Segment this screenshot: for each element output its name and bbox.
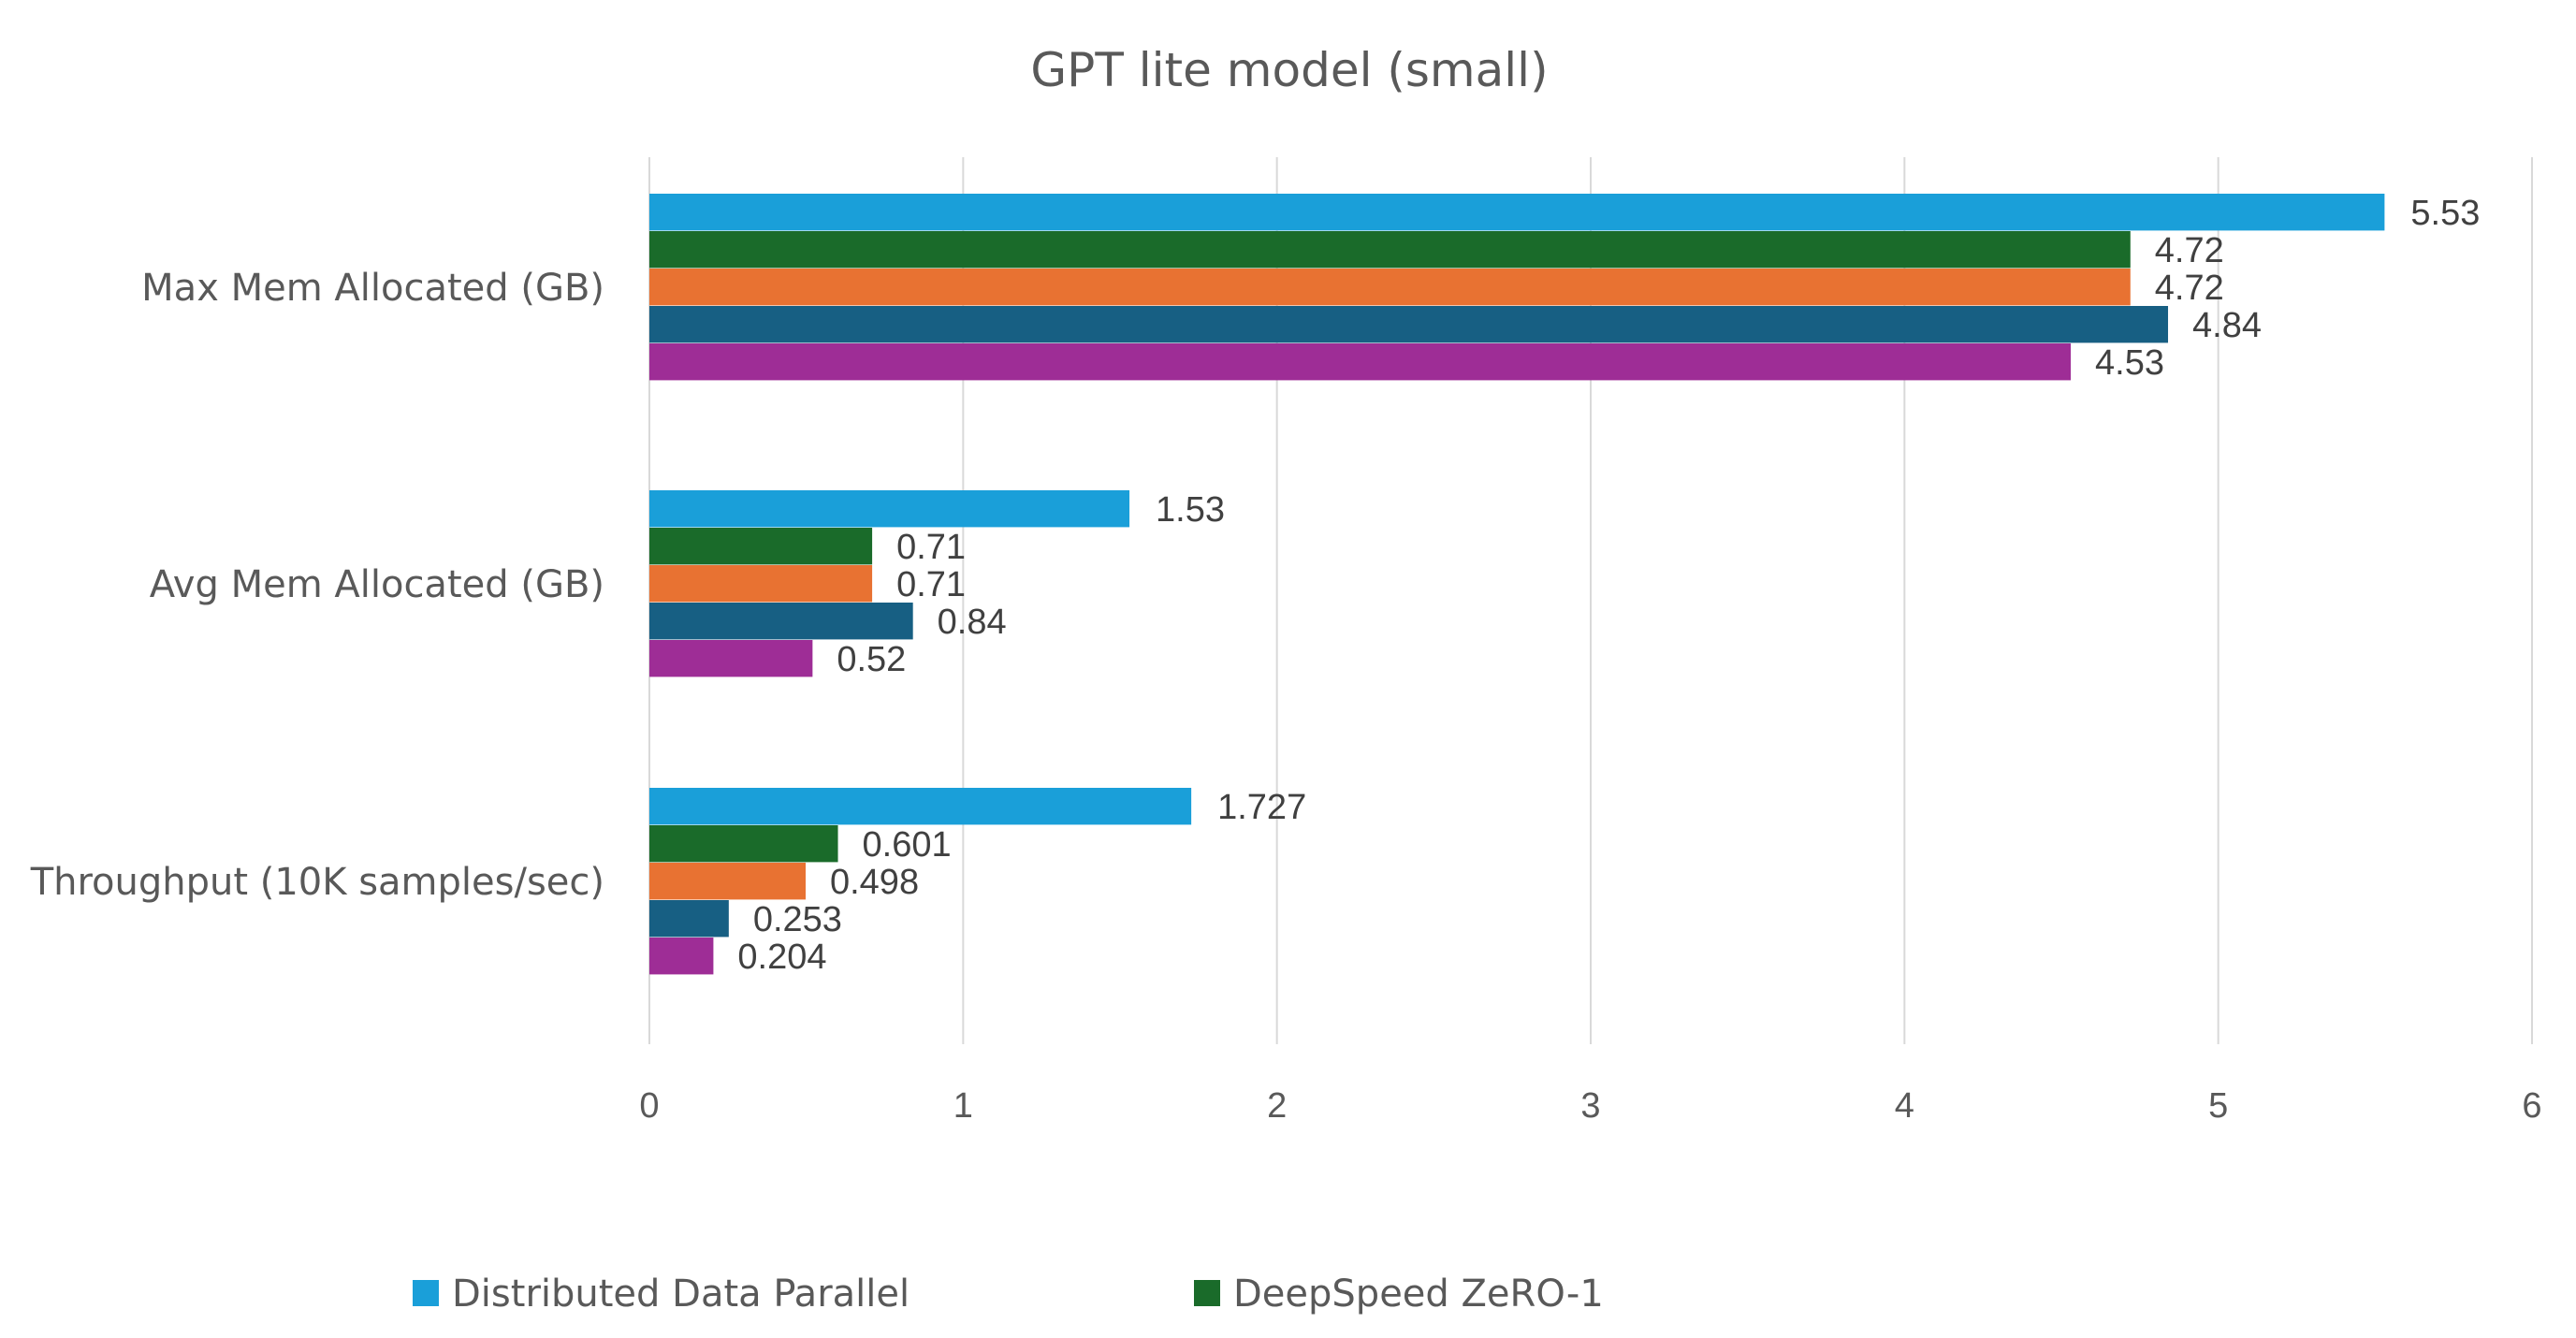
x-tick-label: 0 <box>639 1086 659 1126</box>
bar-series3-cat3 <box>649 863 806 900</box>
category-label: Avg Mem Allocated (GB) <box>150 563 604 606</box>
bar-series4-cat2 <box>649 603 913 640</box>
x-tick-label: 6 <box>2522 1086 2541 1126</box>
x-tick-label: 4 <box>1895 1086 1914 1126</box>
data-label: 0.84 <box>938 603 1007 642</box>
data-labels: 5.534.724.724.844.531.530.710.710.840.52… <box>737 194 2480 977</box>
bar-series1-cat2 <box>649 490 1130 528</box>
x-axis-tick-labels: 0 1 2 3 4 5 6 <box>639 1086 2541 1126</box>
category-label: Throughput (10K samples/sec) <box>30 861 604 904</box>
data-label: 4.72 <box>2155 269 2224 308</box>
data-label: 0.71 <box>896 528 966 567</box>
bar-series5-cat2 <box>649 640 813 677</box>
data-label: 1.53 <box>1156 490 1225 530</box>
data-label: 0.204 <box>737 938 826 977</box>
x-tick-label: 5 <box>2208 1086 2228 1126</box>
legend: Distributed Data Parallel DeepSpeed ZeRO-… <box>413 1273 1604 1316</box>
bar-series4-cat3 <box>649 900 729 938</box>
x-tick-label: 2 <box>1267 1086 1287 1126</box>
data-label: 4.84 <box>2192 306 2262 345</box>
legend-swatch <box>1194 1280 1220 1306</box>
bar-series3-cat1 <box>649 269 2131 306</box>
bar-series5-cat1 <box>649 343 2072 381</box>
bars <box>649 194 2385 975</box>
data-label: 0.498 <box>830 863 919 902</box>
legend-label: Distributed Data Parallel <box>452 1273 910 1316</box>
data-label: 0.601 <box>863 825 952 865</box>
data-label: 1.727 <box>1217 788 1306 827</box>
data-label: 4.53 <box>2095 343 2164 383</box>
x-tick-label: 1 <box>953 1086 973 1126</box>
bar-series2-cat3 <box>649 825 838 863</box>
data-label: 0.253 <box>753 900 842 939</box>
data-label: 0.52 <box>837 640 906 679</box>
bar-series1-cat3 <box>649 788 1192 825</box>
legend-label: DeepSpeed ZeRO-1 <box>1233 1273 1604 1316</box>
bar-series5-cat3 <box>649 938 714 975</box>
legend-swatch <box>413 1280 439 1306</box>
category-label: Max Mem Allocated (GB) <box>141 267 604 310</box>
bar-series1-cat1 <box>649 194 2385 231</box>
bar-series4-cat1 <box>649 306 2169 343</box>
data-label: 0.71 <box>896 565 966 604</box>
bar-series2-cat2 <box>649 528 873 565</box>
bar-series3-cat2 <box>649 565 873 603</box>
data-label: 5.53 <box>2410 194 2480 233</box>
category-labels: Max Mem Allocated (GB) Avg Mem Allocated … <box>30 267 604 904</box>
chart-title: GPT lite model (small) <box>1030 43 1548 97</box>
data-label: 4.72 <box>2155 231 2224 270</box>
bar-series2-cat1 <box>649 231 2131 269</box>
x-tick-label: 3 <box>1580 1086 1600 1126</box>
